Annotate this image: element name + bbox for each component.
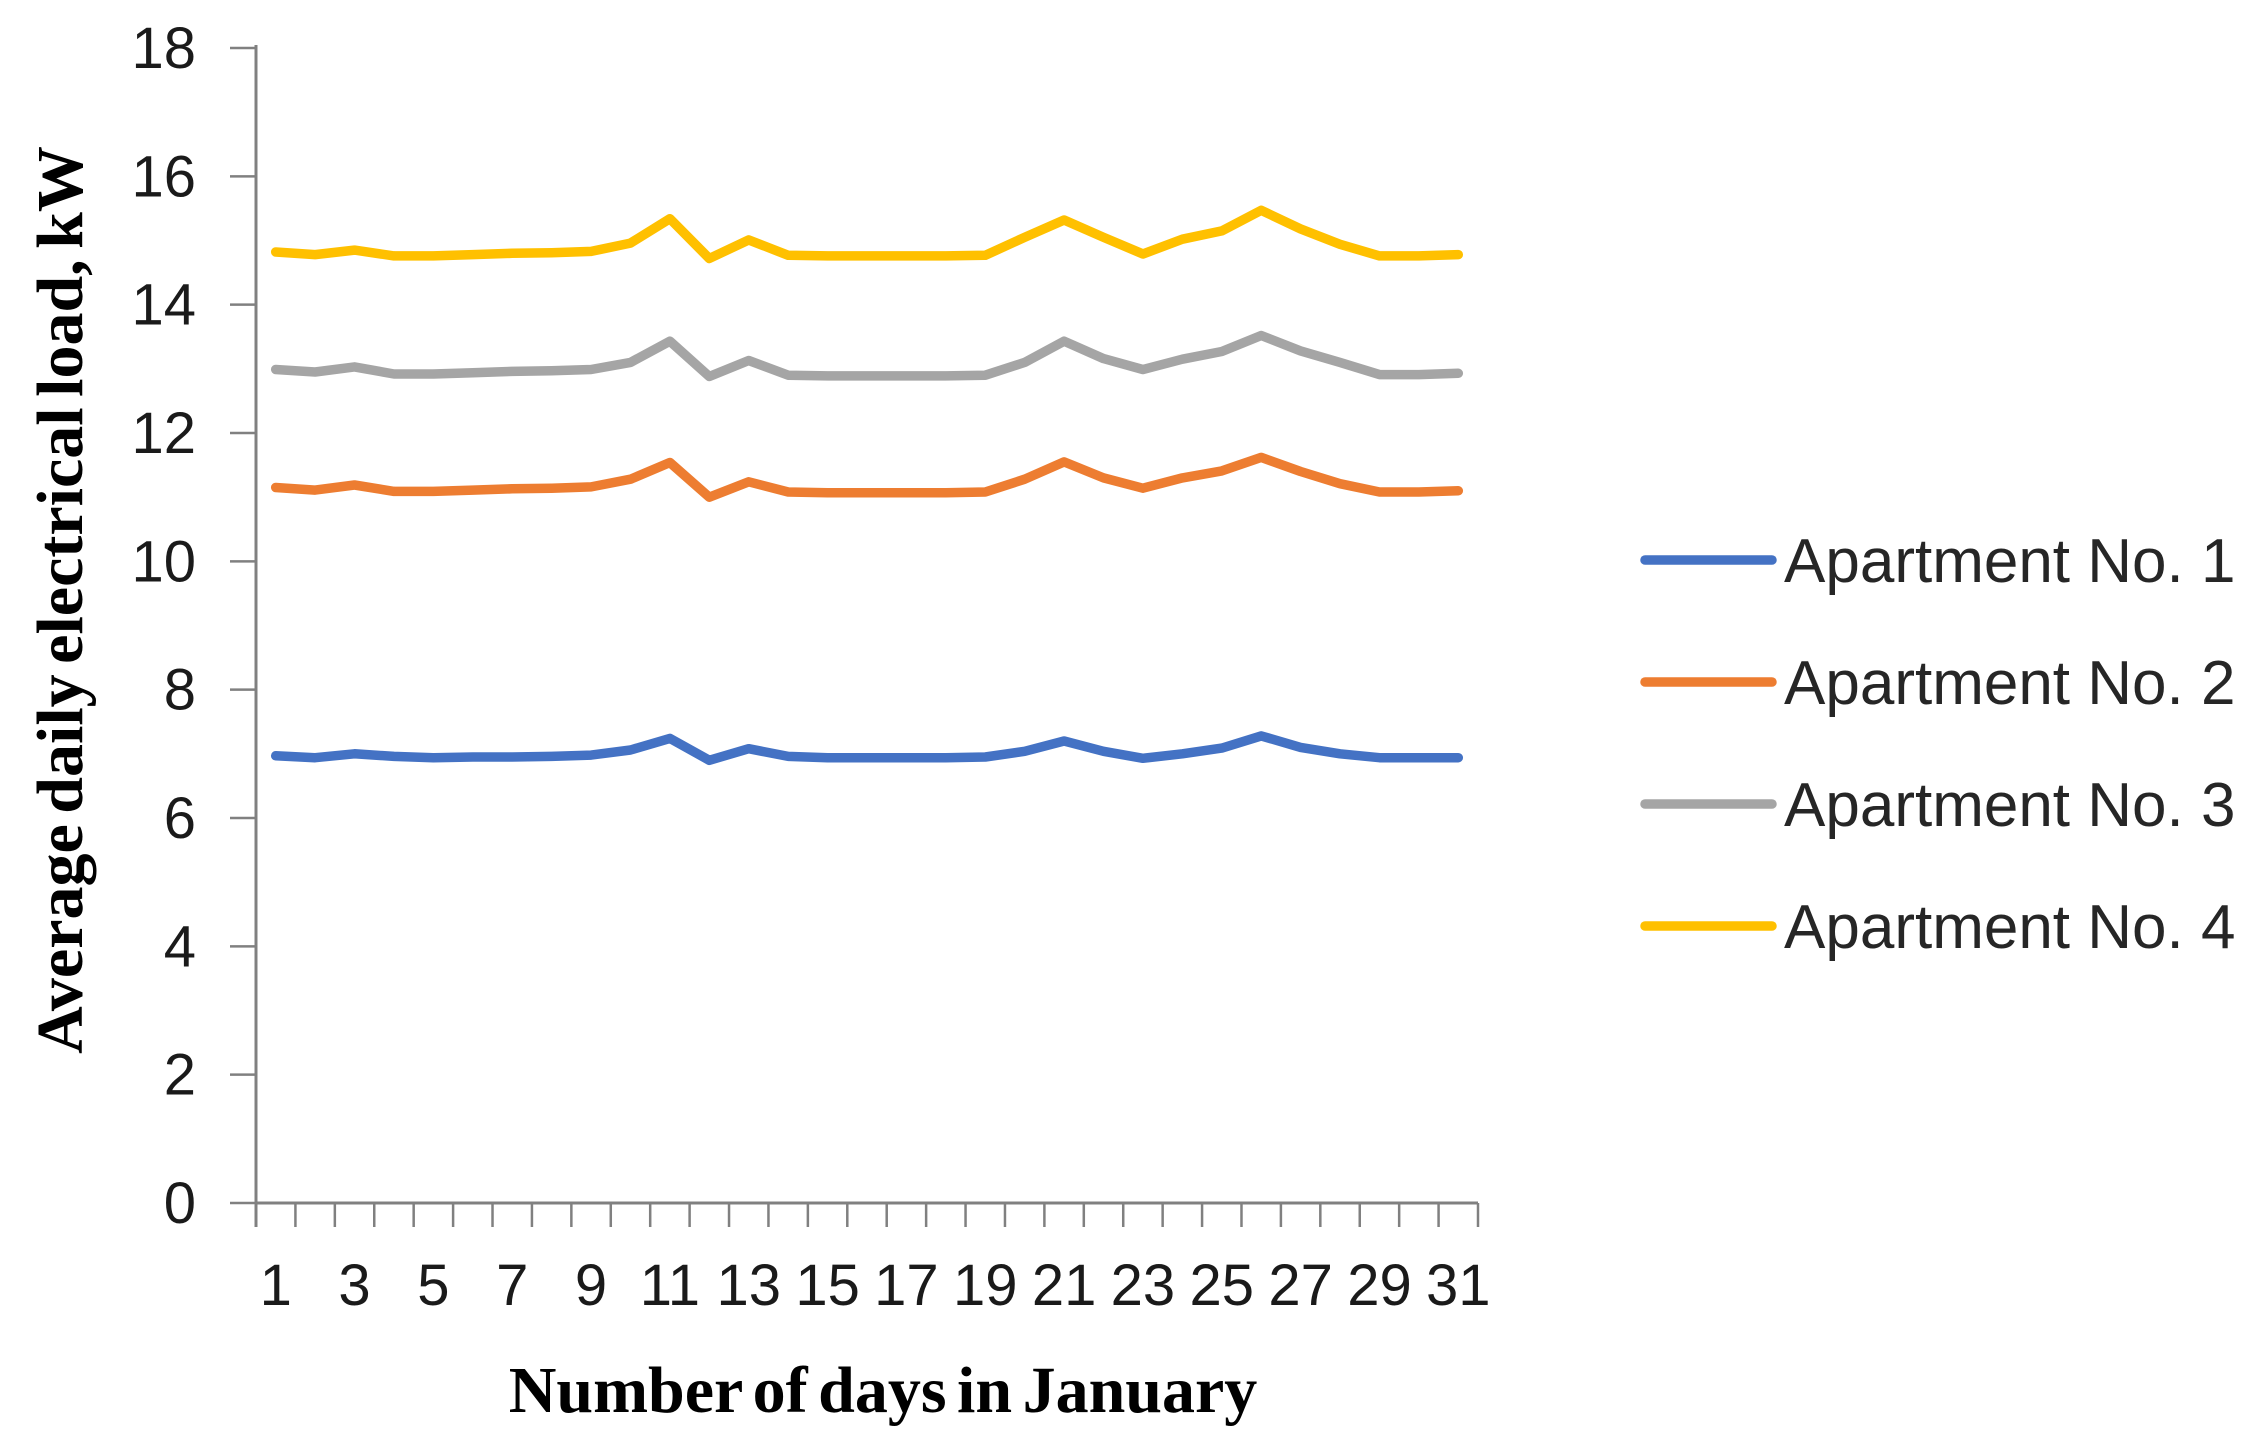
x-tick-label: 5 xyxy=(417,1253,449,1318)
y-tick-label: 12 xyxy=(131,401,196,466)
y-tick-label: 6 xyxy=(164,786,196,851)
series-line-1 xyxy=(270,731,1464,766)
x-tick-label: 1 xyxy=(260,1253,292,1318)
y-tick-label: 2 xyxy=(164,1043,196,1108)
x-tick-label: 17 xyxy=(874,1253,939,1318)
axes xyxy=(230,45,1480,1227)
series-lines xyxy=(270,205,1464,766)
x-tick-label: 27 xyxy=(1268,1253,1333,1318)
y-tick-label: 16 xyxy=(131,144,196,209)
x-tick-label: 31 xyxy=(1426,1253,1491,1318)
x-tick-label: 25 xyxy=(1190,1253,1255,1318)
y-tick-label: 14 xyxy=(131,273,196,338)
legend-label: Apartment No. 2 xyxy=(1784,649,2235,718)
legend-label: Apartment No. 3 xyxy=(1784,771,2235,840)
x-tick-label: 11 xyxy=(640,1253,700,1318)
x-tick-label: 19 xyxy=(953,1253,1018,1318)
legend-label: Apartment No. 4 xyxy=(1784,893,2235,962)
legend: Apartment No. 1 Apartment No. 2 Apartment … xyxy=(1640,527,2235,962)
x-tick-label: 7 xyxy=(496,1253,528,1318)
x-tick-label: 21 xyxy=(1032,1253,1097,1318)
x-axis-title: Number of days in January xyxy=(509,1354,1258,1427)
x-tick-label: 29 xyxy=(1347,1253,1412,1318)
y-tick-label: 0 xyxy=(164,1171,196,1236)
x-tick-label: 15 xyxy=(795,1253,860,1318)
y-tick-label: 4 xyxy=(164,914,196,979)
x-tick-label: 23 xyxy=(1111,1253,1176,1318)
legend-item-1: Apartment No. 1 xyxy=(1640,527,2235,596)
x-tick-label: 3 xyxy=(338,1253,370,1318)
series-line-4 xyxy=(270,205,1464,264)
legend-item-4: Apartment No. 4 xyxy=(1640,893,2235,962)
series-line-3 xyxy=(270,330,1464,382)
legend-label: Apartment No. 1 xyxy=(1784,527,2235,596)
y-tick-label: 10 xyxy=(131,529,196,594)
legend-item-2: Apartment No. 2 xyxy=(1640,649,2235,718)
legend-item-3: Apartment No. 3 xyxy=(1640,771,2235,840)
series-line-2 xyxy=(270,452,1464,502)
x-tick-label: 13 xyxy=(716,1253,781,1318)
y-tick-label: 18 xyxy=(131,16,196,81)
y-tick-label: 8 xyxy=(164,658,196,723)
y-axis-title: Average daily electrical load, kW xyxy=(24,146,97,1054)
x-tick-label: 9 xyxy=(575,1253,607,1318)
